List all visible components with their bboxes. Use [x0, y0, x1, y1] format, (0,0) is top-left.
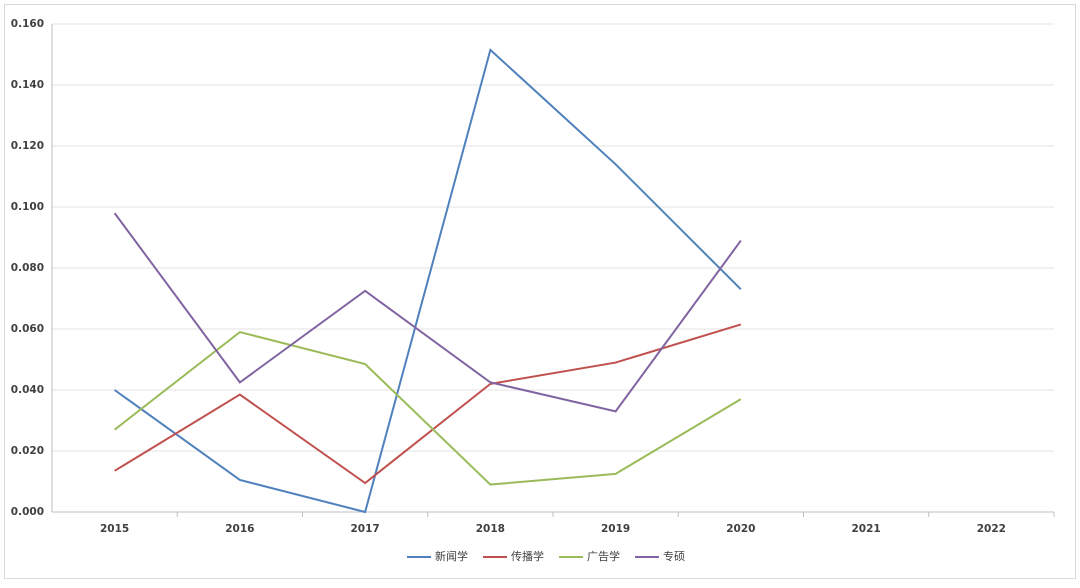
x-tick-label: 2020: [726, 523, 755, 535]
x-tick-label: 2015: [100, 523, 129, 535]
y-tick-label: 0.020: [11, 445, 44, 457]
series-line: [114, 48, 742, 514]
x-tick-label: 2019: [601, 523, 630, 535]
x-tick-label: 2022: [977, 523, 1006, 535]
y-tick-label: 0.120: [11, 140, 44, 152]
legend-label: 传播学: [511, 549, 544, 563]
y-tick-label: 0.080: [11, 262, 44, 274]
legend-label: 专硕: [663, 549, 685, 563]
series-line: [113, 212, 742, 413]
y-tick-label: 0.140: [11, 79, 44, 91]
x-tick-label: 2018: [476, 523, 505, 535]
y-tick-label: 0.000: [11, 506, 44, 518]
y-tick-label: 0.100: [11, 201, 44, 213]
y-tick-label: 0.040: [11, 384, 44, 396]
x-tick-label: 2016: [225, 523, 254, 535]
series-line: [114, 323, 742, 485]
legend-label: 广告学: [587, 549, 620, 563]
x-tick-label: 2021: [852, 523, 881, 535]
y-tick-label: 0.160: [11, 18, 44, 30]
y-tick-label: 0.060: [11, 323, 44, 335]
x-tick-label: 2017: [351, 523, 380, 535]
legend-label: 新闻学: [435, 549, 468, 563]
series-line: [114, 330, 742, 486]
chart-frame: [4, 4, 1076, 579]
